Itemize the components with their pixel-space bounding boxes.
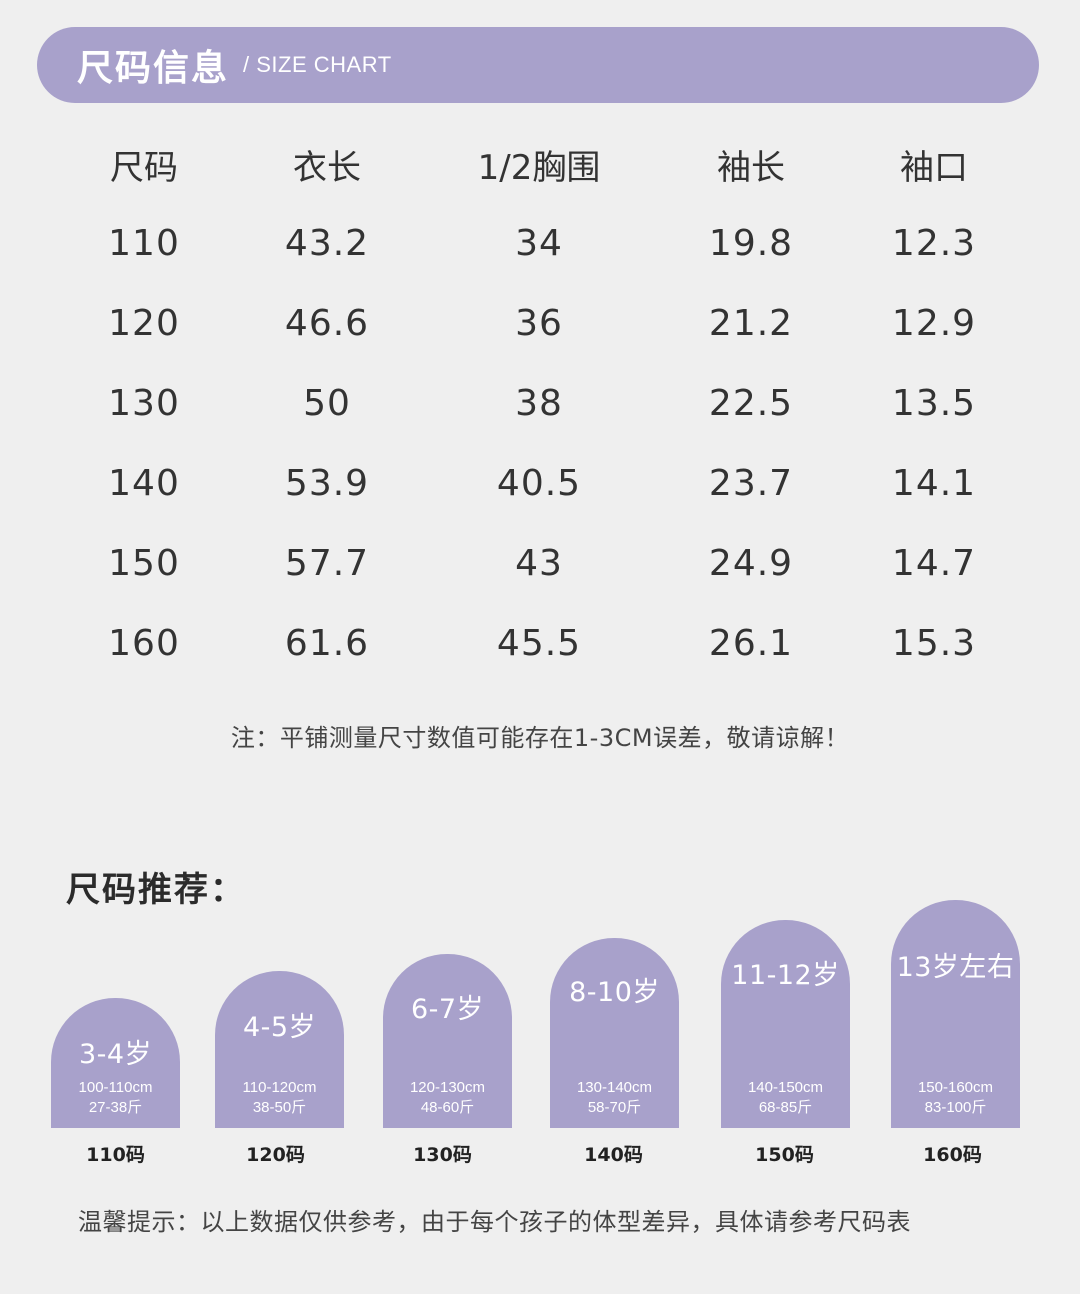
recommend-title: 尺码推荐： (66, 870, 246, 910)
table-cell: 12.3 (891, 222, 977, 264)
card-weight: 27-38斤 (88, 1099, 143, 1116)
table-cell: 160 (108, 622, 180, 664)
table-cell: 61.6 (284, 622, 370, 664)
table-cell: 13.5 (891, 382, 977, 424)
card-info: 120-130cm 48-60斤 (383, 1078, 512, 1118)
card-info: 130-140cm 58-70斤 (550, 1078, 679, 1118)
card-age: 11-12岁 (731, 960, 840, 991)
table-header-row: 尺码 衣长 1/2胸围 袖长 袖口 (54, 125, 1024, 203)
table-row: 160 61.6 45.5 26.1 15.3 (54, 603, 1024, 683)
card-info: 150-160cm 83-100斤 (891, 1078, 1020, 1118)
card-weight: 48-60斤 (420, 1099, 475, 1116)
table-row: 110 43.2 34 19.8 12.3 (54, 203, 1024, 283)
tip-text: 温馨提示：以上数据仅供参考，由于每个孩子的体型差异，具体请参考尺码表 (78, 1208, 911, 1236)
table-cell: 130 (108, 382, 180, 424)
card-height: 140-150cm (747, 1079, 824, 1096)
card-height: 100-110cm (78, 1079, 153, 1096)
recommend-card: 3-4岁 100-110cm 27-38斤 (51, 998, 180, 1128)
table-cell: 150 (108, 542, 180, 584)
card-age: 13岁左右 (896, 952, 1015, 983)
card-age: 6-7岁 (410, 994, 485, 1025)
card-age: 4-5岁 (242, 1012, 317, 1043)
size-table: 尺码 衣长 1/2胸围 袖长 袖口 110 43.2 34 19.8 12.3 … (54, 125, 1024, 683)
table-cell: 120 (108, 302, 180, 344)
column-header: 袖长 (717, 147, 785, 188)
table-cell: 140 (108, 462, 180, 504)
table-cell: 40.5 (496, 462, 582, 504)
table-cell: 110 (108, 222, 180, 264)
table-cell: 38 (515, 382, 563, 424)
table-cell: 57.7 (284, 542, 370, 584)
card-size: 110码 (86, 1144, 145, 1166)
card-weight: 83-100斤 (924, 1099, 987, 1116)
card-size: 150码 (755, 1144, 814, 1166)
card-info: 100-110cm 27-38斤 (51, 1078, 180, 1118)
table-cell: 14.1 (891, 462, 977, 504)
column-header: 1/2胸围 (477, 147, 601, 188)
measurement-note: 注：平铺测量尺寸数值可能存在1-3CM误差，敬请谅解！ (230, 724, 850, 752)
card-info: 140-150cm 68-85斤 (721, 1078, 850, 1118)
table-cell: 19.8 (708, 222, 794, 264)
table-cell: 15.3 (891, 622, 977, 664)
recommend-card: 4-5岁 110-120cm 38-50斤 (215, 971, 344, 1128)
header-bar: 尺码信息 / SIZE CHART (37, 27, 1039, 103)
recommend-card: 8-10岁 130-140cm 58-70斤 (550, 938, 679, 1128)
table-cell: 34 (515, 222, 563, 264)
table-cell: 24.9 (708, 542, 794, 584)
card-height: 150-160cm (917, 1079, 994, 1096)
table-row: 150 57.7 43 24.9 14.7 (54, 523, 1024, 603)
table-cell: 12.9 (891, 302, 977, 344)
table-cell: 46.6 (284, 302, 370, 344)
table-cell: 21.2 (708, 302, 794, 344)
table-row: 130 50 38 22.5 13.5 (54, 363, 1024, 443)
card-size: 130码 (413, 1144, 472, 1166)
table-cell: 14.7 (891, 542, 977, 584)
card-size: 140码 (584, 1144, 643, 1166)
card-age: 3-4岁 (78, 1039, 153, 1070)
table-cell: 23.7 (708, 462, 794, 504)
table-cell: 45.5 (496, 622, 582, 664)
column-header: 袖口 (900, 147, 968, 188)
page-subtitle: / SIZE CHART (243, 52, 392, 77)
card-weight: 58-70斤 (587, 1099, 642, 1116)
recommend-card: 11-12岁 140-150cm 68-85斤 (721, 920, 850, 1128)
card-height: 120-130cm (409, 1079, 486, 1096)
card-height: 110-120cm (242, 1079, 317, 1096)
table-cell: 22.5 (708, 382, 794, 424)
table-cell: 53.9 (284, 462, 370, 504)
table-cell: 36 (515, 302, 563, 344)
column-header: 衣长 (293, 147, 361, 188)
recommend-card: 13岁左右 150-160cm 83-100斤 (891, 900, 1020, 1128)
table-cell: 43 (515, 542, 563, 584)
card-size: 160码 (923, 1144, 982, 1166)
table-cell: 26.1 (708, 622, 794, 664)
recommend-card: 6-7岁 120-130cm 48-60斤 (383, 954, 512, 1128)
card-weight: 38-50斤 (252, 1099, 307, 1116)
card-height: 130-140cm (576, 1079, 653, 1096)
table-cell: 43.2 (284, 222, 370, 264)
table-row: 120 46.6 36 21.2 12.9 (54, 283, 1024, 363)
card-weight: 68-85斤 (758, 1099, 813, 1116)
page-title: 尺码信息 (77, 48, 230, 89)
table-cell: 50 (303, 382, 351, 424)
column-header: 尺码 (110, 147, 178, 188)
table-row: 140 53.9 40.5 23.7 14.1 (54, 443, 1024, 523)
card-age: 8-10岁 (569, 977, 660, 1008)
card-info: 110-120cm 38-50斤 (215, 1078, 344, 1118)
card-size: 120码 (246, 1144, 305, 1166)
